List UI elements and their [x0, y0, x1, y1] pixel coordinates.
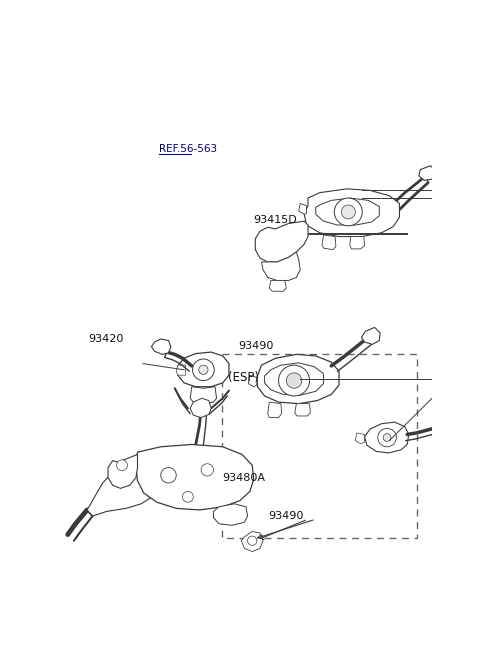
Polygon shape: [365, 422, 409, 453]
Circle shape: [161, 468, 176, 483]
Polygon shape: [437, 420, 457, 438]
Polygon shape: [241, 531, 263, 552]
Polygon shape: [316, 198, 379, 225]
Text: 93490: 93490: [268, 510, 304, 521]
Polygon shape: [108, 455, 137, 488]
Polygon shape: [361, 327, 380, 344]
Text: REF.56-563: REF.56-563: [158, 144, 216, 154]
Polygon shape: [87, 455, 162, 516]
Circle shape: [201, 464, 214, 476]
Circle shape: [286, 373, 302, 388]
Circle shape: [248, 536, 257, 545]
Circle shape: [192, 359, 214, 380]
Polygon shape: [322, 235, 336, 250]
Polygon shape: [136, 445, 254, 510]
Circle shape: [199, 365, 208, 375]
Polygon shape: [304, 189, 399, 237]
Text: 93480A: 93480A: [222, 473, 265, 483]
Text: 93420: 93420: [88, 334, 123, 344]
Polygon shape: [262, 252, 300, 281]
Polygon shape: [178, 352, 229, 387]
Polygon shape: [248, 375, 257, 387]
Polygon shape: [350, 237, 365, 249]
Bar: [222, 354, 417, 539]
Polygon shape: [190, 398, 211, 417]
Circle shape: [182, 491, 193, 502]
Polygon shape: [419, 166, 436, 180]
Circle shape: [117, 460, 127, 470]
Polygon shape: [355, 433, 365, 443]
Polygon shape: [268, 402, 282, 417]
Circle shape: [341, 205, 355, 219]
Polygon shape: [152, 339, 171, 354]
Text: (ESP): (ESP): [228, 371, 259, 384]
Polygon shape: [255, 221, 308, 262]
Polygon shape: [269, 281, 286, 291]
Circle shape: [383, 434, 391, 441]
Text: 93415D: 93415D: [253, 215, 297, 225]
Circle shape: [378, 428, 396, 447]
Polygon shape: [214, 504, 248, 525]
Text: 93490: 93490: [239, 341, 274, 352]
Polygon shape: [299, 203, 306, 215]
Polygon shape: [295, 403, 311, 416]
Polygon shape: [257, 354, 339, 403]
Polygon shape: [176, 365, 186, 375]
Polygon shape: [190, 387, 216, 403]
Circle shape: [335, 198, 362, 226]
Polygon shape: [264, 363, 324, 395]
Circle shape: [278, 365, 310, 396]
